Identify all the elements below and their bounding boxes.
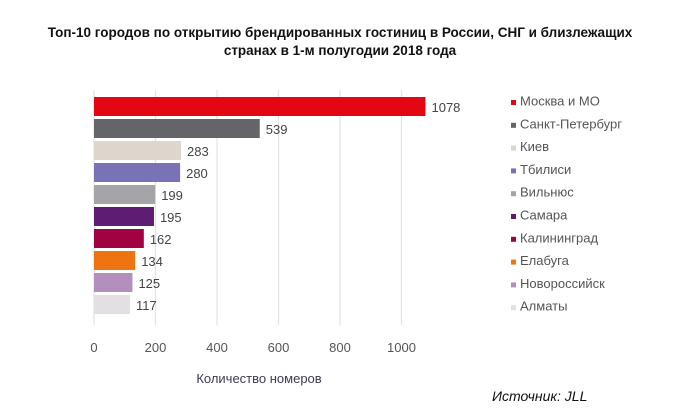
bar-9	[94, 273, 133, 292]
legend-label: Москва и МО	[520, 94, 600, 109]
bar-6	[94, 207, 154, 226]
legend-swatch	[511, 214, 516, 219]
chart-title: Топ-10 городов по открытию брендированны…	[0, 24, 680, 60]
data-label: 162	[150, 232, 172, 247]
data-label: 125	[138, 276, 160, 291]
legend-label: Самара	[520, 208, 568, 223]
bar-10	[94, 295, 130, 314]
legend-swatch	[511, 191, 516, 197]
legend-swatch	[511, 100, 516, 105]
x-tick-label: 600	[268, 340, 290, 355]
x-tick-label: 800	[329, 340, 351, 355]
data-label: 283	[187, 144, 209, 159]
x-tick-label: 0	[90, 340, 97, 355]
bar-2	[94, 119, 260, 138]
data-label: 195	[160, 210, 182, 225]
bar-7	[94, 229, 144, 248]
bar-1	[94, 97, 426, 116]
legend-swatch	[511, 145, 516, 151]
legend-swatch	[511, 259, 516, 265]
legend-swatch	[511, 236, 516, 242]
legend-label: Тбилиси	[520, 162, 571, 177]
legend-label: Елабуга	[520, 253, 570, 268]
chart-title-line-2: странах в 1-м полугодии 2018 года	[223, 43, 457, 58]
legend-label: Санкт-Петербург	[520, 116, 622, 131]
legend-swatch	[511, 305, 516, 311]
data-label: 134	[141, 254, 163, 269]
legend-label: Алматы	[520, 299, 567, 314]
legend-swatch	[511, 168, 516, 174]
data-label: 199	[161, 188, 183, 203]
legend-label: Новороссийск	[520, 276, 605, 291]
bar-8	[94, 251, 136, 270]
x-axis-label: Количество номеров	[196, 371, 321, 386]
chart-title-line-1: Топ-10 городов по открытию брендированны…	[47, 25, 633, 40]
legend-swatch	[511, 122, 516, 128]
data-label: 1078	[431, 100, 460, 115]
legend-label: Калининград	[520, 230, 598, 245]
data-label: 280	[186, 166, 208, 181]
bar-5	[94, 185, 156, 204]
x-tick-label: 200	[145, 340, 167, 355]
legend-label: Киев	[520, 139, 549, 154]
data-label: 117	[136, 298, 157, 313]
legend-swatch	[511, 282, 516, 288]
bar-3	[94, 141, 182, 160]
x-tick-label: 1000	[387, 340, 416, 355]
bar-4	[94, 163, 181, 182]
legend-label: Вильнюс	[520, 185, 574, 200]
source-note: Источник: JLL	[492, 388, 588, 404]
x-tick-label: 400	[206, 340, 228, 355]
data-label: 539	[266, 122, 288, 137]
